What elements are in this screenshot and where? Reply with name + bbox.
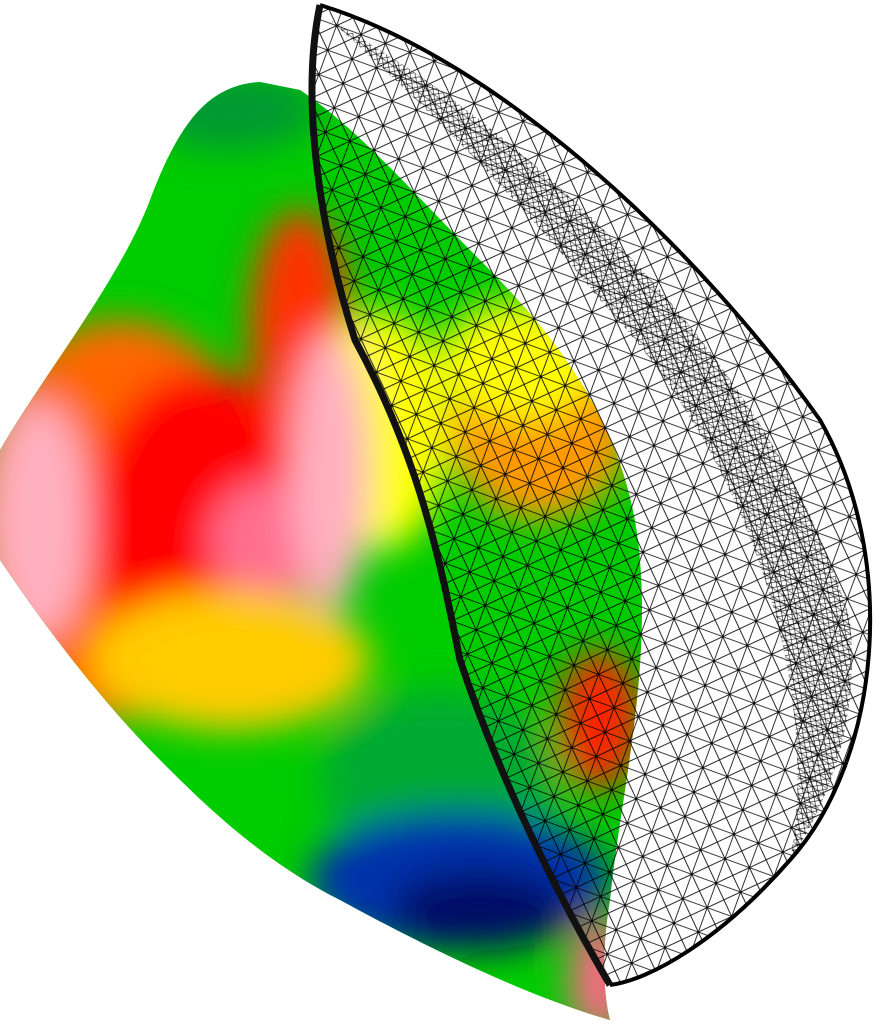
lens-outline [319, 3, 873, 987]
lens-edge [308, 4, 614, 987]
